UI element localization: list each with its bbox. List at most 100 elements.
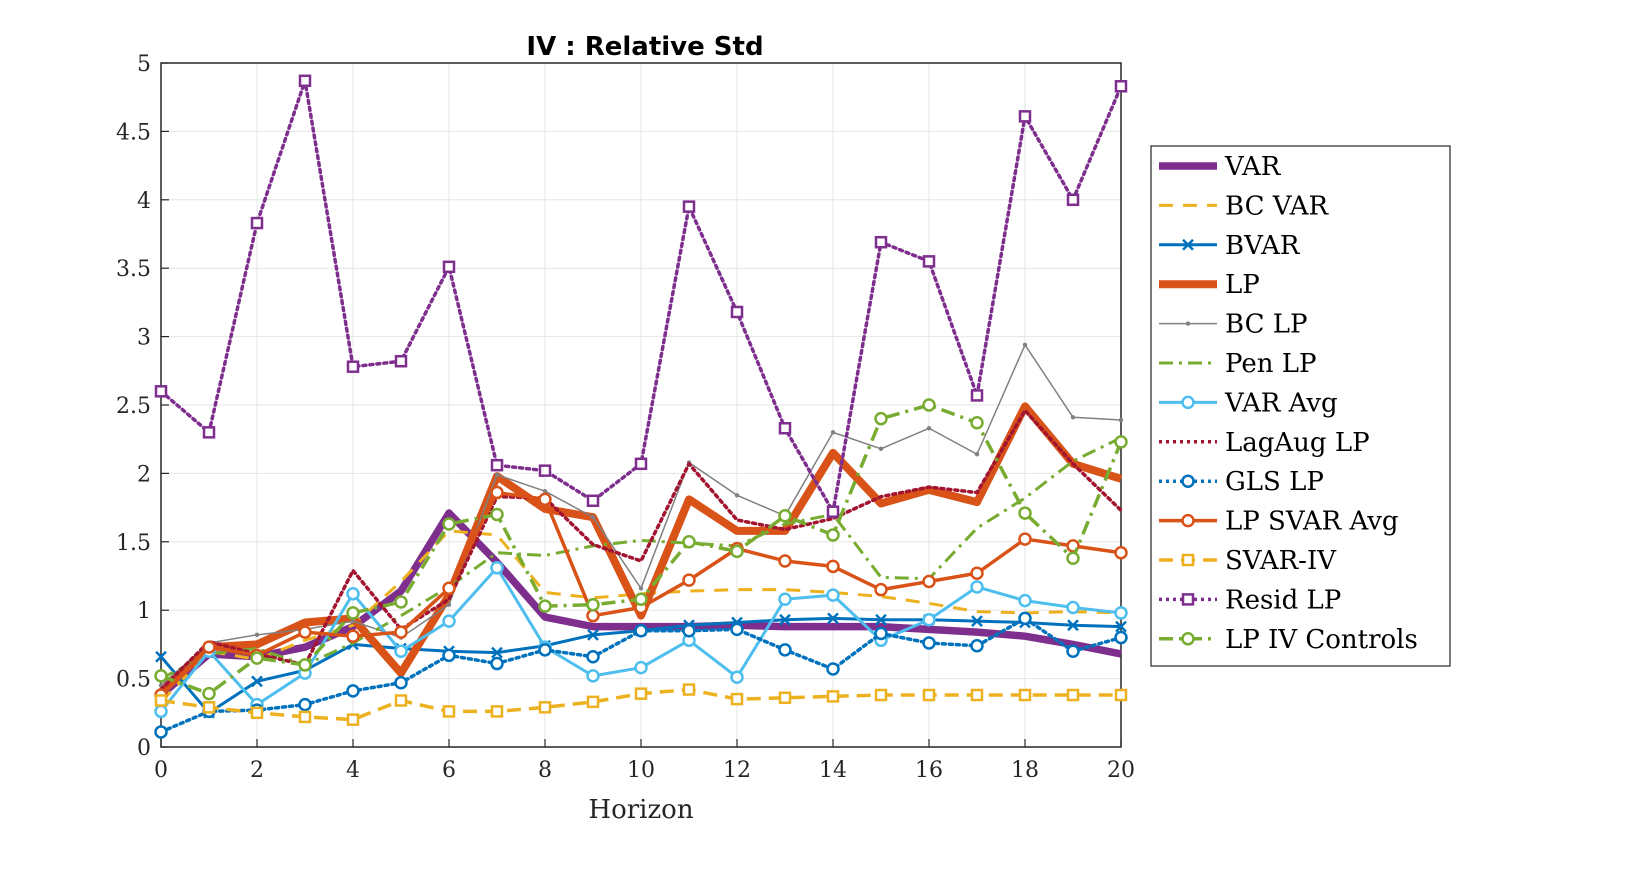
data-point-var-avg [154,704,168,719]
data-point-lp-iv-controls [250,651,264,665]
y-tick-label: 5 [137,52,151,77]
legend-marker-gls-lp [1181,474,1195,488]
axis-ticks: 0 2 4 6 8 10 12 14 16 18 20 0 0.5 1 1.5 2 2.5 3 3.5 4 4.5 5 [116,52,1135,783]
y-tick-label: 2 [137,462,151,487]
data-point-resid-lp [1018,110,1032,123]
x-tick-label: 14 [819,758,847,783]
data-point-lp-iv-controls [634,592,648,607]
data-point-lp-svar-avg [298,625,312,639]
data-point-gls-lp [346,684,360,698]
data-point-bc-lp [542,488,548,494]
data-point-gls-lp [586,649,600,664]
data-point-bvar [155,650,167,663]
data-point-svar-iv [442,705,456,718]
data-point-svar-iv [538,701,552,714]
data-point-lp-iv-controls [826,528,840,542]
data-point-bc-lp [1118,417,1124,423]
series-bc-var [159,529,1122,703]
data-point-gls-lp [778,643,792,657]
data-point-lp-iv-controls [442,517,456,531]
data-point-bvar [779,613,791,626]
data-point-gls-lp [538,643,552,657]
data-point-resid-lp [826,505,840,518]
data-point-gls-lp [442,648,456,663]
data-point-var-avg [442,614,456,628]
y-tick-label: 1.5 [116,531,151,556]
data-point-var-avg [922,613,936,627]
data-point-bvar [1067,619,1079,632]
x-tick-label: 10 [627,758,655,783]
legend-label-lp: LP [1225,270,1260,300]
legend-marker-lp-iv-controls [1181,632,1195,646]
data-point-gls-lp [874,626,888,641]
data-point-gls-lp [922,636,936,650]
data-point-svar-iv [682,683,696,696]
data-point-svar-iv [346,713,360,726]
data-point-svar-iv [154,694,168,707]
x-tick-label: 12 [723,758,751,783]
data-point-svar-iv [586,695,600,709]
series-lp [158,402,1123,696]
series-resid-lp [154,74,1128,518]
data-point-resid-lp [442,260,456,274]
data-point-bvar [1115,620,1127,633]
data-point-var-avg [586,669,600,683]
data-point-resid-lp [874,235,888,249]
data-point-svar-iv [250,706,264,720]
data-point-svar-iv [1066,688,1080,702]
legend-label-resid-lp: Resid LP [1225,585,1341,615]
legend-label-lagaug-lp: LagAug LP [1225,428,1370,458]
data-point-bc-lp [926,426,932,431]
data-point-resid-lp [586,494,600,508]
data-point-lp-svar-avg [538,492,552,507]
legend-marker-bvar [1182,238,1194,251]
legend-label-pen-lp: Pen LP [1225,349,1316,379]
data-point-gls-lp [1066,644,1080,658]
data-point-lp-iv-controls [778,509,792,523]
data-point-bvar [827,612,839,625]
data-point-resid-lp [394,354,408,368]
series-line-lp [158,402,1123,696]
data-point-bvar [251,675,263,688]
data-point-gls-lp [730,622,744,637]
data-point-var-avg [1066,600,1080,615]
data-point-resid-lp [730,305,744,319]
x-tick-label: 16 [915,758,943,783]
data-point-gls-lp [970,639,984,653]
data-point-lp-iv-controls [874,411,888,426]
data-point-gls-lp [1018,611,1032,626]
data-point-lp-svar-avg [346,629,360,643]
data-point-resid-lp [490,458,504,472]
legend-marker-bc-lp [1185,321,1191,326]
data-point-bc-lp [974,452,980,457]
data-point-var-avg [778,592,792,607]
data-point-bc-lp [350,618,356,624]
data-point-lp-svar-avg [778,554,792,568]
data-point-resid-lp [682,200,696,213]
data-point-lp-svar-avg [490,485,504,500]
legend-label-lp-svar-avg: LP SVAR Avg [1225,507,1399,537]
x-tick-label: 0 [154,758,168,783]
legend: VAR BC VAR BVAR LP BC LP Pen LP VAR Avg LagAug … [1150,145,1451,667]
x-tick-label: 20 [1107,758,1135,783]
data-point-svar-iv [202,701,216,714]
legend-label-bc-var: BC VAR [1225,191,1330,221]
legend-box [1150,145,1451,667]
data-point-bvar [587,628,599,641]
data-point-var-avg [634,660,648,675]
data-point-var-avg [1114,606,1128,620]
data-point-svar-iv [874,688,888,702]
y-tick-label: 4.5 [116,120,151,145]
data-point-gls-lp [394,675,408,690]
data-point-bc-lp [734,493,740,498]
y-tick-label: 0 [137,736,151,761]
data-point-resid-lp [922,255,936,268]
data-point-lp-iv-controls [490,507,504,522]
data-point-bc-lp [254,632,260,638]
legend-label-bc-lp: BC LP [1225,310,1308,340]
data-point-gls-lp [826,662,840,676]
legend-marker-var-avg [1181,395,1195,410]
y-tick-label: 4 [137,189,151,214]
data-point-resid-lp [970,389,984,402]
data-point-bc-lp [1070,415,1076,420]
